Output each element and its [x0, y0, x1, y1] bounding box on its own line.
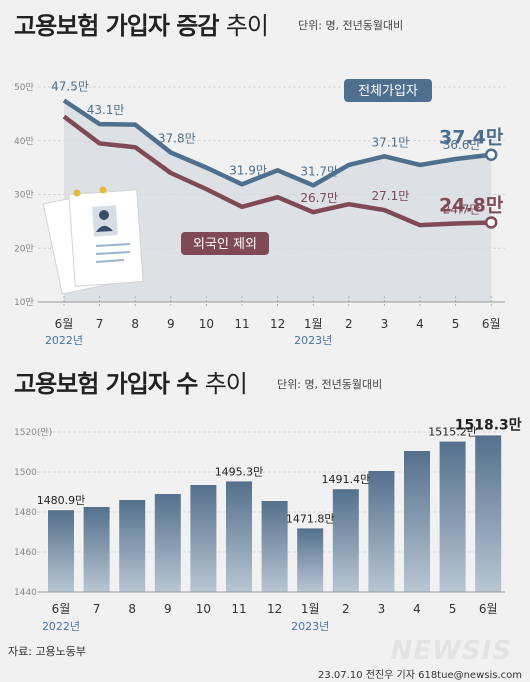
line-ytick-label: 40만	[14, 136, 34, 147]
bar	[475, 435, 502, 592]
bar-ytick-label: 1480	[14, 508, 37, 518]
line-xtick-label: 10	[199, 317, 214, 331]
line-data-label: 26.7만	[300, 191, 338, 205]
line-data-label: 37.4만	[439, 127, 504, 149]
line-xtick-label: 3	[381, 317, 389, 331]
line-xtick-label: 4	[416, 317, 424, 331]
bar	[332, 489, 359, 592]
line-xtick-label: 11	[234, 317, 249, 331]
line-xtick-label: 9	[167, 317, 175, 331]
line-ytick-label: 20만	[14, 243, 34, 254]
bar	[439, 441, 466, 592]
line-data-label: 47.5만	[51, 79, 89, 93]
line-data-label: 31.7만	[300, 164, 338, 178]
line-chart-unit: 단위: 명, 전년동월대비	[298, 19, 404, 32]
bar	[297, 528, 324, 592]
series-name-box	[181, 232, 269, 255]
bar-chart: 1440 1460 1480 1500 1520(만) 1480.9만 1495.3만 147…	[14, 417, 522, 633]
line-year-label: 2023년	[294, 334, 332, 347]
line-xtick-label: 5	[452, 317, 460, 331]
bar	[368, 471, 395, 592]
line-xtick-label: 12	[270, 317, 285, 331]
line-end-marker	[484, 216, 498, 229]
bar-xtick-label: 11	[231, 602, 246, 616]
series-name-label: 외국인 제외	[193, 237, 257, 252]
bar-data-label: 1480.9만	[37, 494, 86, 507]
bar-xtick-label: 2	[342, 602, 350, 616]
bar-xtick-label: 8	[128, 602, 136, 616]
line-data-label: 37.1만	[372, 135, 410, 149]
line-ytick-label: 50만	[14, 82, 34, 93]
bar	[190, 485, 217, 592]
bar-xtick-label: 3	[378, 602, 386, 616]
bar-xtick-label: 10	[196, 602, 211, 616]
bar-chart-title-light: 추이	[204, 370, 248, 398]
line-chart-title-light: 추이	[225, 12, 269, 40]
bar-xtick-label: 6월	[52, 602, 71, 616]
line-xtick-label: 7	[96, 317, 104, 331]
line-data-label: 31.9만	[229, 163, 267, 177]
series-name-label: 전체가입자	[358, 84, 418, 99]
line-chart: 10만 20만 30만 40만 50만 6월 7 8 9 10 11 12 1월 2 3 4 5 6월 2022년 2…	[14, 79, 505, 347]
bar-chart-unit: 단위: 명, 전년동월대비	[277, 378, 383, 391]
bar-ytick-label: 1520(만)	[14, 427, 52, 438]
bar	[261, 501, 288, 592]
line-series-total	[62, 98, 492, 188]
line-data-label: 43.1만	[87, 103, 125, 117]
bar	[404, 451, 430, 592]
line-xtick-label: 6월	[482, 317, 501, 331]
bar-xtick-label: 1월	[301, 602, 320, 616]
bar	[154, 494, 181, 592]
bar-ytick-label: 1500	[14, 468, 37, 478]
line-xtick-label: 2	[345, 317, 353, 331]
bar-chart-title-bold: 고용보험 가입자 수	[14, 370, 198, 398]
bar	[83, 507, 110, 592]
bar-xtick-label: 12	[267, 602, 282, 616]
line-chart-title-bold: 고용보험 가입자 증감	[14, 12, 219, 40]
line-ytick-label: 30만	[14, 190, 34, 201]
bar-data-label: 1518.3만	[455, 417, 522, 433]
bar-xtick-label: 7	[93, 602, 101, 616]
bar-data-label: 1491.4만	[321, 473, 370, 486]
line-xtick-label: 8	[131, 317, 139, 331]
bar-xtick-label: 4	[413, 602, 421, 616]
line-chart-title: 고용보험 가입자 증감 추이	[14, 6, 269, 41]
line-xtick-label: 6월	[55, 317, 74, 331]
newsis-logo: NEWSIS	[390, 636, 512, 666]
bar-year-label: 2022년	[42, 620, 80, 633]
bar-ytick-label: 1460	[14, 548, 37, 558]
bar-ytick-label: 1440	[14, 588, 37, 598]
bar-chart-title: 고용보험 가입자 수 추이	[14, 364, 248, 399]
source-note: 자료: 고용노동부	[8, 645, 87, 658]
line-year-label: 2022년	[45, 334, 83, 347]
series-name-box	[344, 79, 432, 102]
line-end-marker	[484, 148, 498, 161]
bar-data-label: 1515.2만	[428, 426, 477, 439]
line-data-label: 36.6만	[443, 138, 481, 152]
line-data-label: 24.8만	[439, 194, 504, 216]
bar-xtick-label: 9	[164, 602, 172, 616]
bar	[119, 500, 146, 592]
line-xtick-label: 1월	[304, 317, 323, 331]
bar	[48, 510, 74, 592]
bar	[226, 481, 252, 592]
line-data-label: 37.8만	[158, 132, 196, 146]
line-series-foreign-excluded	[62, 114, 492, 228]
bar-xtick-label: 5	[449, 602, 457, 616]
credit-line: 23.07.10 전진우 기자 618tue@newsis.com	[318, 670, 522, 681]
document-illustration	[42, 186, 144, 295]
line-area-shade	[64, 100, 492, 302]
bar-data-label: 1471.8만	[286, 512, 335, 525]
line-data-label: 27.1만	[372, 189, 410, 203]
line-data-label: 24.7만	[443, 203, 481, 217]
line-ytick-label: 10만	[14, 297, 34, 308]
bar-year-label: 2023년	[291, 620, 329, 633]
bar-data-label: 1495.3만	[215, 465, 264, 478]
bar-xtick-label: 6월	[479, 602, 498, 616]
